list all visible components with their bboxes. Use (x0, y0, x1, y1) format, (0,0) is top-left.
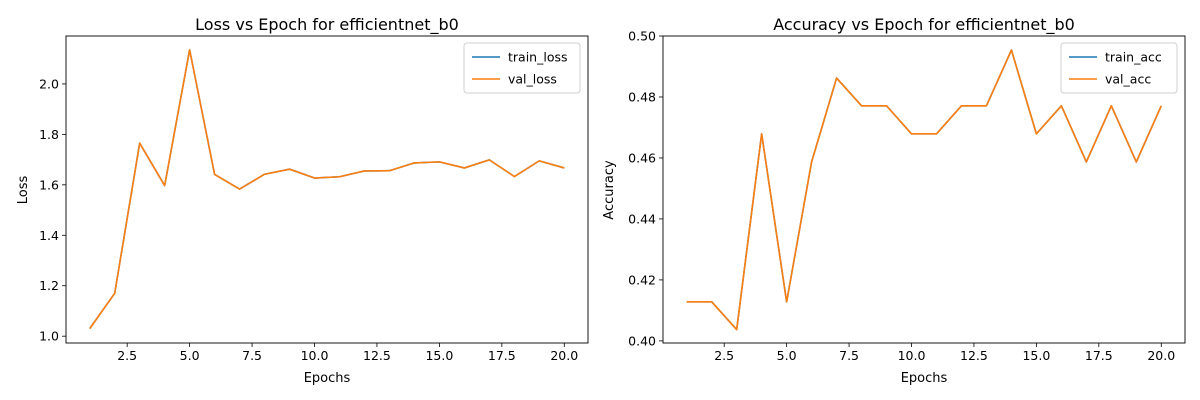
loss-x-tick-label: 7.5 (242, 348, 262, 363)
loss-chart-title: Loss vs Epoch for efficientnet_b0 (195, 15, 459, 35)
loss-y-axis-label: Loss (16, 176, 31, 205)
loss-x-axis-label: Epochs (304, 371, 351, 386)
accuracy-legend-box (1060, 42, 1178, 94)
loss-y-tick-label: 2.0 (39, 76, 59, 91)
accuracy-x-tick-label: 20.0 (1147, 348, 1175, 363)
loss-axes-frame (65, 35, 589, 344)
accuracy-y-tick-label: 0.48 (628, 89, 656, 104)
loss-x-tick-label: 10.0 (301, 348, 329, 363)
loss-y-tick-label: 1.2 (39, 278, 59, 293)
accuracy-y-tick-label: 0.40 (628, 333, 656, 348)
accuracy-x-tick-label: 17.5 (1085, 348, 1113, 363)
loss-x-tick-label: 17.5 (488, 348, 516, 363)
accuracy-y-axis-label: Accuracy (602, 160, 617, 220)
loss-series-line-val_loss (89, 49, 565, 330)
accuracy-legend: train_acc val_acc (1060, 42, 1178, 94)
loss-x-tick-label: 15.0 (425, 348, 453, 363)
loss-y-tick-label: 1.8 (39, 127, 59, 142)
loss-legend-label-train_loss: train_loss (508, 50, 568, 65)
loss-chart: Loss vs Epoch for efficientnet_b0 2.5 5.0… (16, 15, 589, 386)
accuracy-plot-area: 2.5 5.0 7.5 10.0 12.5 15.0 17.5 20.0 0.40 0.42 0.4… (628, 29, 1186, 363)
accuracy-x-tick-label: 7.5 (839, 348, 859, 363)
accuracy-y-tick-label: 0.46 (628, 150, 656, 165)
accuracy-series-line-val_acc (686, 49, 1163, 331)
loss-plot-area: 2.5 5.0 7.5 10.0 12.5 15.0 17.5 20.0 1.0 1.2 1.4 1.… (39, 35, 589, 363)
accuracy-chart: Accuracy vs Epoch for efficientnet_b0 2.… (602, 15, 1186, 386)
accuracy-x-tick-label: 5.0 (777, 348, 797, 363)
accuracy-y-tick-label: 0.44 (628, 211, 656, 226)
accuracy-y-tick-label: 0.42 (628, 272, 656, 287)
loss-legend-box (463, 42, 581, 94)
loss-y-tick-label: 1.6 (39, 177, 59, 192)
accuracy-chart-title: Accuracy vs Epoch for efficientnet_b0 (773, 15, 1075, 35)
accuracy-legend-label-train_acc: train_acc (1105, 50, 1162, 65)
accuracy-x-axis-label: Epochs (901, 371, 948, 386)
loss-legend-label-val_loss: val_loss (508, 72, 557, 87)
loss-y-tick-label: 1.0 (39, 329, 59, 344)
loss-x-tick-label: 12.5 (363, 348, 391, 363)
loss-x-tick-label: 5.0 (180, 348, 200, 363)
accuracy-axes-frame (662, 35, 1186, 344)
accuracy-x-tick-label: 10.0 (898, 348, 926, 363)
accuracy-x-tick-label: 2.5 (714, 348, 734, 363)
accuracy-legend-label-val_acc: val_acc (1105, 72, 1151, 87)
loss-x-tick-label: 2.5 (117, 348, 137, 363)
accuracy-x-tick-label: 15.0 (1022, 348, 1050, 363)
loss-x-tick-label: 20.0 (550, 348, 578, 363)
loss-legend: train_loss val_loss (463, 42, 581, 94)
loss-y-tick-label: 1.4 (39, 228, 59, 243)
accuracy-y-tick-label: 0.50 (628, 29, 656, 44)
accuracy-x-tick-label: 12.5 (960, 348, 988, 363)
